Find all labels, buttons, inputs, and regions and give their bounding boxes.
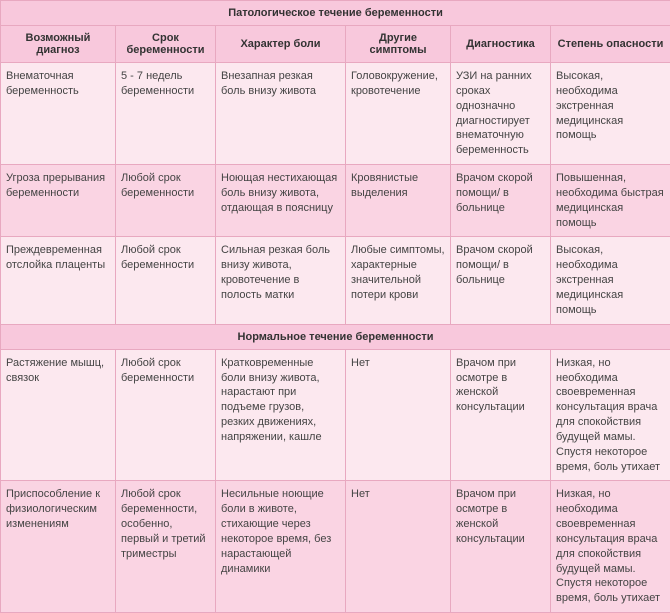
cell: Головокружение, кровотечение — [346, 63, 451, 165]
cell: Врачом при осмотре в женской консультаци… — [451, 349, 551, 481]
cell: Кратковременные боли внизу живота, нарас… — [216, 349, 346, 481]
cell: Высокая, необходима экстренная медицинск… — [551, 63, 670, 165]
table-row: Растяжение мышц, связок Любой срок берем… — [1, 349, 670, 481]
section1-title: Патологическое течение беременности — [1, 1, 670, 26]
pregnancy-table: Патологическое течение беременности Возм… — [0, 0, 670, 613]
cell: УЗИ на ранних сроках однозначно диагност… — [451, 63, 551, 165]
cell: Любой срок беременности — [116, 237, 216, 324]
cell: Нет — [346, 349, 451, 481]
section2-title: Нормальное течение беременности — [1, 324, 670, 349]
col-term: Срок беременности — [116, 26, 216, 63]
cell: Внезапная резкая боль внизу живота — [216, 63, 346, 165]
table-row: Приспособление к физиологическим изменен… — [1, 481, 670, 613]
cell: Несильные ноющие боли в животе, стихающи… — [216, 481, 346, 613]
cell: Растяжение мышц, связок — [1, 349, 116, 481]
col-pain: Характер боли — [216, 26, 346, 63]
cell: Кровянистые выделения — [346, 165, 451, 237]
cell: Нет — [346, 481, 451, 613]
col-danger: Степень опасности — [551, 26, 670, 63]
cell: Любые симптомы, характерные значительной… — [346, 237, 451, 324]
cell: Врачом при осмотре в женской консультаци… — [451, 481, 551, 613]
cell: Низкая, но необходима своевременная конс… — [551, 349, 670, 481]
table-row: Внематочная беременность 5 - 7 недель бе… — [1, 63, 670, 165]
col-diagnosis: Возможный диагноз — [1, 26, 116, 63]
cell: 5 - 7 недель беременности — [116, 63, 216, 165]
cell: Врачом скорой помощи/ в больнице — [451, 237, 551, 324]
cell: Любой срок беременности — [116, 349, 216, 481]
cell: Врачом скорой помощи/ в больнице — [451, 165, 551, 237]
header-row: Возможный диагноз Срок беременности Хара… — [1, 26, 670, 63]
table-row: Преждевременная отслойка плаценты Любой … — [1, 237, 670, 324]
cell: Угроза прерывания беременности — [1, 165, 116, 237]
cell: Внематочная беременность — [1, 63, 116, 165]
cell: Ноющая нестихающая боль внизу живота, от… — [216, 165, 346, 237]
cell: Любой срок беременности — [116, 165, 216, 237]
cell: Приспособление к физиологическим изменен… — [1, 481, 116, 613]
col-diagnostic: Диагностика — [451, 26, 551, 63]
cell: Преждевременная отслойка плаценты — [1, 237, 116, 324]
cell: Низкая, но необходима своевременная конс… — [551, 481, 670, 613]
table-row: Угроза прерывания беременности Любой сро… — [1, 165, 670, 237]
cell: Любой срок беременности, особенно, первы… — [116, 481, 216, 613]
cell: Повышенная, необходима быстрая медицинск… — [551, 165, 670, 237]
col-symptoms: Другие симптомы — [346, 26, 451, 63]
cell: Сильная резкая боль внизу живота, кровот… — [216, 237, 346, 324]
cell: Высокая, необходима экстренная медицинск… — [551, 237, 670, 324]
